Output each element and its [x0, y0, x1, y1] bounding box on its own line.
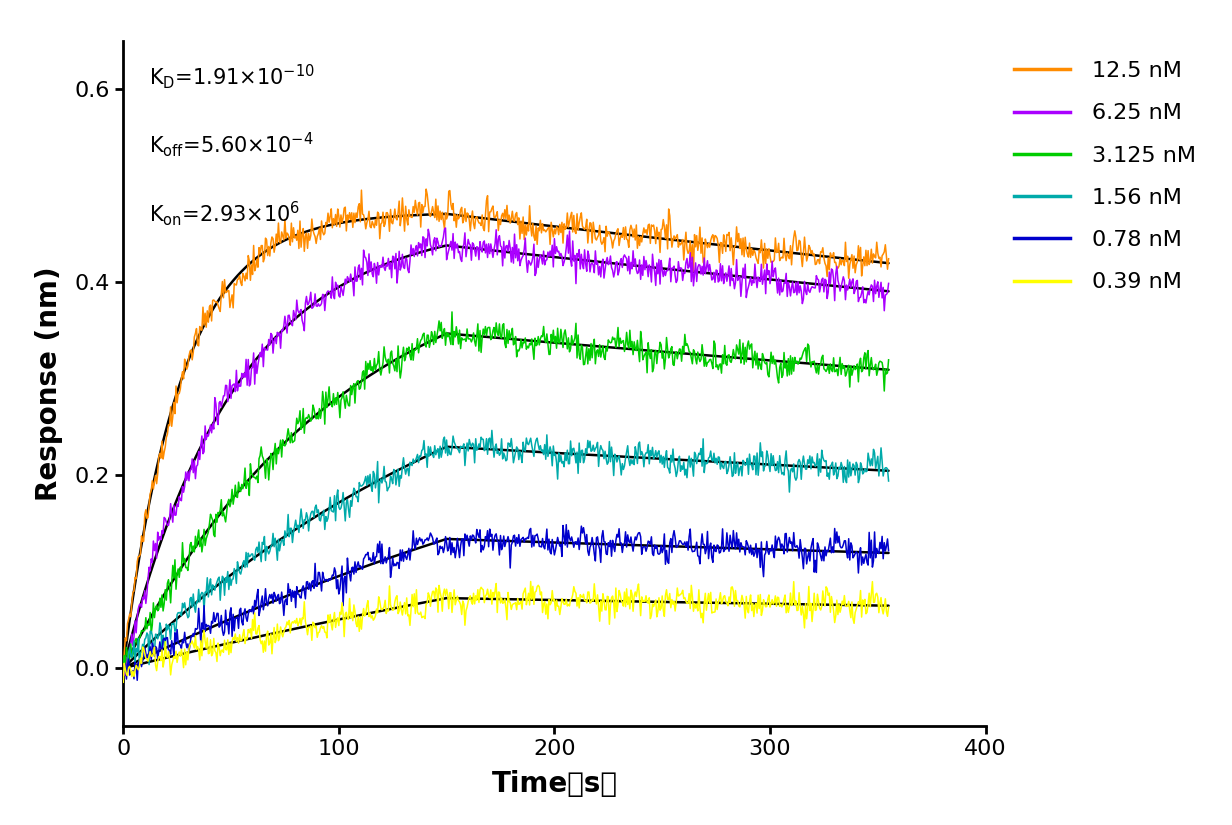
- 0.78 nM: [552, 538, 567, 548]
- 6.25 nM: [508, 229, 522, 239]
- 12.5 nM: [419, 184, 434, 194]
- Line: 3.125 nM: 3.125 nM: [123, 312, 888, 664]
- 0.78 nM: [654, 540, 669, 550]
- X-axis label: Time（s）: Time（s）: [492, 771, 617, 799]
- Text: $\mathregular{K_{off}}$=5.60×10$^{-4}$: $\mathregular{K_{off}}$=5.60×10$^{-4}$: [149, 130, 314, 159]
- 0.39 nM: [524, 577, 538, 587]
- 0.39 nM: [552, 601, 567, 611]
- 0.39 nM: [505, 600, 520, 610]
- 1.56 nM: [552, 448, 567, 458]
- 0.39 nM: [586, 579, 601, 589]
- 0.78 nM: [588, 556, 602, 566]
- 12.5 nM: [116, 672, 131, 682]
- 6.25 nM: [797, 276, 812, 286]
- 3.125 nM: [654, 340, 669, 350]
- 3.125 nM: [368, 365, 383, 375]
- Line: 1.56 nM: 1.56 nM: [123, 431, 888, 672]
- 0.78 nM: [506, 531, 521, 541]
- 3.125 nM: [881, 355, 896, 365]
- 0.39 nM: [653, 606, 668, 615]
- 6.25 nM: [439, 223, 453, 233]
- 6.25 nM: [118, 671, 133, 681]
- 6.25 nM: [116, 664, 131, 674]
- 0.39 nM: [116, 677, 131, 687]
- 3.125 nM: [508, 338, 522, 348]
- 6.25 nM: [368, 263, 383, 273]
- 12.5 nM: [586, 225, 601, 235]
- 0.78 nM: [559, 520, 574, 530]
- 12.5 nM: [552, 229, 567, 239]
- Text: $\mathregular{K_{on}}$=2.93×10$^{6}$: $\mathregular{K_{on}}$=2.93×10$^{6}$: [149, 199, 301, 228]
- 1.56 nM: [586, 446, 601, 456]
- 12.5 nM: [881, 254, 896, 264]
- Y-axis label: Response (nm): Response (nm): [36, 266, 63, 501]
- 6.25 nM: [881, 278, 896, 288]
- Line: 0.78 nM: 0.78 nM: [123, 525, 888, 681]
- 0.39 nM: [796, 609, 811, 619]
- 3.125 nM: [588, 359, 602, 369]
- 3.125 nM: [797, 345, 812, 355]
- 0.78 nM: [797, 544, 812, 554]
- 12.5 nM: [653, 248, 668, 257]
- 1.56 nM: [367, 469, 382, 479]
- 0.39 nM: [881, 602, 896, 612]
- 3.125 nM: [552, 338, 567, 348]
- Line: 0.39 nM: 0.39 nM: [123, 582, 888, 682]
- 12.5 nM: [506, 215, 521, 225]
- 3.125 nM: [118, 659, 133, 669]
- Legend: 12.5 nM, 6.25 nM, 3.125 nM, 1.56 nM, 0.78 nM, 0.39 nM: 12.5 nM, 6.25 nM, 3.125 nM, 1.56 nM, 0.7…: [1005, 52, 1205, 301]
- 1.56 nM: [881, 476, 896, 486]
- 0.78 nM: [881, 546, 896, 556]
- 0.78 nM: [129, 676, 144, 686]
- 1.56 nM: [484, 426, 499, 436]
- 0.78 nM: [368, 552, 383, 562]
- 1.56 nM: [116, 667, 131, 676]
- Text: $\mathregular{K_D}$=1.91×10$^{-10}$: $\mathregular{K_D}$=1.91×10$^{-10}$: [149, 62, 315, 91]
- 6.25 nM: [552, 251, 567, 261]
- 6.25 nM: [654, 256, 669, 266]
- Line: 6.25 nM: 6.25 nM: [123, 228, 888, 676]
- Line: 12.5 nM: 12.5 nM: [123, 189, 888, 677]
- 0.39 nM: [367, 614, 382, 624]
- 12.5 nM: [367, 223, 382, 233]
- 3.125 nM: [445, 307, 460, 317]
- 12.5 nM: [796, 248, 811, 258]
- 1.56 nM: [653, 458, 668, 468]
- 0.78 nM: [116, 667, 131, 677]
- 6.25 nM: [588, 246, 602, 256]
- 3.125 nM: [116, 659, 131, 669]
- 1.56 nM: [506, 458, 521, 468]
- 1.56 nM: [796, 451, 811, 461]
